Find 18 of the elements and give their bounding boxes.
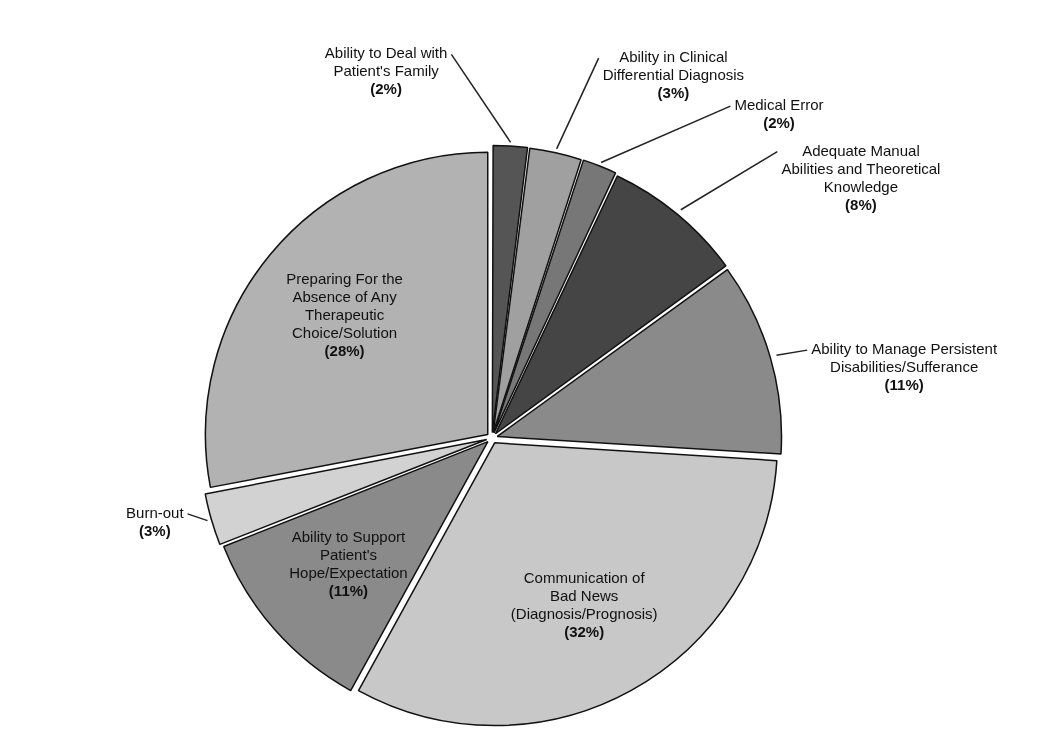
slice-label: Adequate Manual Abilities and Theoretical Knowledge <box>781 141 941 195</box>
data-label: (11%) <box>328 581 369 599</box>
data-label: (11%) <box>884 376 924 394</box>
data-label: (3%) <box>657 84 690 102</box>
slice-label: Burn-out <box>126 504 185 522</box>
data-label: (32%) <box>564 622 605 640</box>
data-label: (8%) <box>845 195 877 213</box>
slice-label: Ability to Support Patient's Hope/Expectation <box>289 527 408 581</box>
slice-label: Communication of Bad News (Diagnosis/Prognosis) <box>510 568 658 622</box>
data-label: (28%) <box>324 342 365 360</box>
slice-label: Preparing For the Absence of Any Therapeutic Choice/Solution <box>286 270 403 342</box>
slice-label: Medical Error <box>734 96 824 114</box>
data-label: (2%) <box>763 114 795 132</box>
slice-label: Ability in Clinical Differential Diagnosis <box>602 48 745 84</box>
slice-label: Ability to Manage Persistent Disabilities/Sufferance <box>811 340 998 376</box>
data-label: (3%) <box>138 522 171 540</box>
data-label: (2%) <box>370 80 402 98</box>
slice-label: Ability to Deal with Patient's Family <box>324 44 448 80</box>
